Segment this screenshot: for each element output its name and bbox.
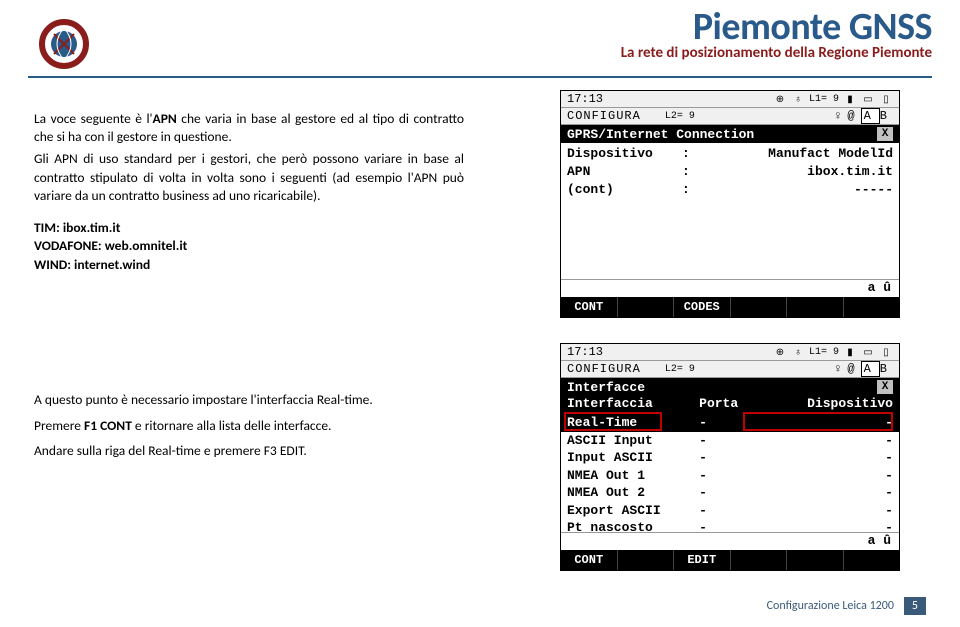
softkey-empty xyxy=(731,297,788,317)
device-bottom: a û CONT EDIT xyxy=(561,532,899,570)
header-title-block: Piemonte GNSS La rete di posizionamento … xyxy=(621,8,932,62)
card-icon: ▯ xyxy=(879,94,893,105)
device-softkeys: CONT CODES xyxy=(561,297,899,317)
device-time: 17:13 xyxy=(567,345,603,359)
softkey-empty xyxy=(787,297,844,317)
device-hint: a û xyxy=(561,279,899,297)
battery-icon: ▭ xyxy=(861,94,875,105)
tab-letters: ♀@AB xyxy=(834,362,893,376)
logo-globe-icon xyxy=(36,16,92,72)
window-titlebar: Interfacce X xyxy=(561,378,899,396)
device-tabbar: CONFIGURA L2= 9 ♀@AB xyxy=(561,108,899,125)
header-subtitle: La rete di posizionamento della Regione … xyxy=(621,44,932,62)
form-row: APN:ibox.tim.it xyxy=(567,163,893,181)
close-icon[interactable]: X xyxy=(877,380,893,394)
softkey-cont[interactable]: CONT xyxy=(561,297,618,317)
apn-list: TIM: ibox.tim.it VODAFONE: web.omnitel.i… xyxy=(34,219,464,274)
softkey-empty xyxy=(844,297,900,317)
status-icons: ⊕ ♁ L1= 9 ▮ ▭ ▯ xyxy=(773,94,893,105)
status-icons: ⊕ ♁ L1= 9 ▮ ▭ ▯ xyxy=(773,347,893,358)
softkey-codes[interactable]: CODES xyxy=(674,297,731,317)
device-screen-interfacce: 17:13 ⊕ ♁ L1= 9 ▮ ▭ ▯ CONFIGURA L2= 9 ♀@… xyxy=(560,343,900,571)
body-text-2: A questo punto è necessario impostare l'… xyxy=(34,390,464,467)
page-footer: Configurazione Leica 1200 5 xyxy=(767,597,926,615)
para-5: Andare sulla riga del Real-time e premer… xyxy=(34,441,464,461)
footer-label: Configurazione Leica 1200 xyxy=(767,599,894,613)
compass-icon: ⊕ xyxy=(773,347,787,358)
softkey-empty xyxy=(731,550,788,570)
device-body: Dispositivo:Manufact ModelIdAPN:ibox.tim… xyxy=(561,143,899,283)
form-row: (cont):----- xyxy=(567,181,893,199)
table-row[interactable]: Export ASCII-- xyxy=(567,502,893,520)
softkey-empty xyxy=(844,550,900,570)
compass-icon: ⊕ xyxy=(773,94,787,105)
para-3: A questo punto è necessario impostare l'… xyxy=(34,390,464,410)
tab-configura: CONFIGURA xyxy=(567,109,641,123)
device-tabbar: CONFIGURA L2= 9 ♀@AB xyxy=(561,361,899,378)
apn-vodafone: VODAFONE: web.omnitel.it xyxy=(34,237,464,255)
window-titlebar: GPRS/Internet Connection X xyxy=(561,125,899,143)
signal-icon: ▮ xyxy=(843,94,857,105)
device-time: 17:13 xyxy=(567,92,603,106)
softkey-edit[interactable]: EDIT xyxy=(674,550,731,570)
device-hint: a û xyxy=(561,532,899,550)
close-icon[interactable]: X xyxy=(877,127,893,141)
page-number: 5 xyxy=(904,597,926,615)
window-title: Interfacce xyxy=(567,380,645,395)
table-row[interactable]: ASCII Input-- xyxy=(567,432,893,450)
apn-wind: WIND: internet.wind xyxy=(34,256,464,274)
device-bottom: a û CONT CODES xyxy=(561,279,899,317)
softkey-empty xyxy=(618,297,675,317)
table-header: Interfaccia Porta Dispositivo xyxy=(561,396,899,414)
table-row[interactable]: NMEA Out 2-- xyxy=(567,484,893,502)
battery-icon: ▭ xyxy=(861,347,875,358)
body-text-1: La voce seguente è l'APN che varia in ba… xyxy=(34,110,464,274)
page-header: Piemonte GNSS La rete di posizionamento … xyxy=(28,8,932,78)
sat-icon: ♁ xyxy=(791,347,805,358)
device-screen-gprs: 17:13 ⊕ ♁ L1= 9 ▮ ▭ ▯ CONFIGURA L2= 9 ♀@… xyxy=(560,90,900,318)
col-porta: Porta xyxy=(699,396,769,414)
table-row[interactable]: NMEA Out 1-- xyxy=(567,467,893,485)
card-icon: ▯ xyxy=(879,347,893,358)
para-2: Gli APN di uso standard per i gestori, c… xyxy=(34,150,464,205)
tab-letters: ♀@AB xyxy=(834,109,893,123)
softkey-empty xyxy=(618,550,675,570)
sat-icon: ♁ xyxy=(791,94,805,105)
form-row: Dispositivo:Manufact ModelId xyxy=(567,145,893,163)
device-statusbar: 17:13 ⊕ ♁ L1= 9 ▮ ▭ ▯ xyxy=(561,344,899,361)
device-softkeys: CONT EDIT xyxy=(561,550,899,570)
table-row[interactable]: Real-Time-- xyxy=(561,414,899,432)
para-1: La voce seguente è l'APN che varia in ba… xyxy=(34,110,464,146)
softkey-cont[interactable]: CONT xyxy=(561,550,618,570)
header-title: Piemonte GNSS xyxy=(621,8,932,46)
apn-tim: TIM: ibox.tim.it xyxy=(34,219,464,237)
device-statusbar: 17:13 ⊕ ♁ L1= 9 ▮ ▭ ▯ xyxy=(561,91,899,108)
col-interfaccia: Interfaccia xyxy=(567,396,699,414)
col-dispositivo: Dispositivo xyxy=(770,396,893,414)
para-4: Premere F1 CONT e ritornare alla lista d… xyxy=(34,416,464,436)
softkey-empty xyxy=(787,550,844,570)
table-row[interactable]: Input ASCII-- xyxy=(567,449,893,467)
signal-icon: ▮ xyxy=(843,347,857,358)
tab-configura: CONFIGURA xyxy=(567,362,641,376)
window-title: GPRS/Internet Connection xyxy=(567,127,754,142)
